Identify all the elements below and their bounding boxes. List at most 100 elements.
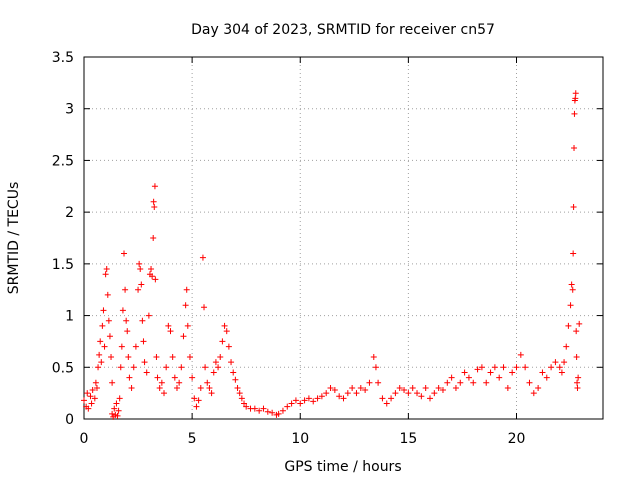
- data-point: [353, 390, 360, 397]
- data-point: [571, 110, 578, 117]
- data-point: [370, 353, 377, 360]
- data-point: [118, 343, 125, 350]
- data-point: [95, 364, 102, 371]
- data-point: [288, 400, 295, 407]
- data-point: [123, 317, 130, 324]
- y-tick-label: 3.5: [52, 50, 74, 66]
- data-point: [570, 203, 577, 210]
- data-point: [310, 398, 317, 405]
- data-point: [574, 379, 581, 386]
- data-point: [125, 353, 132, 360]
- axis-ticks: 0 0.5 1 1.5 2 2.5 3 3.5 0 5 10 15 20: [52, 50, 603, 447]
- data-point: [470, 379, 477, 386]
- data-point: [189, 374, 196, 381]
- data-points: [81, 90, 583, 420]
- data-point: [89, 387, 96, 394]
- data-point: [97, 338, 104, 345]
- data-point: [372, 364, 379, 371]
- data-point: [132, 343, 139, 350]
- x-tick-label: 0: [80, 431, 89, 447]
- data-point: [405, 390, 412, 397]
- data-point: [102, 271, 109, 278]
- data-point: [171, 374, 178, 381]
- data-point: [169, 353, 176, 360]
- data-point: [173, 384, 180, 391]
- data-point: [121, 250, 128, 257]
- data-point: [427, 395, 433, 402]
- data-point: [331, 387, 338, 394]
- data-point: [305, 395, 312, 402]
- data-point: [230, 369, 237, 376]
- data-point: [573, 328, 580, 335]
- data-point: [543, 374, 550, 381]
- data-point: [260, 405, 267, 412]
- data-point: [180, 333, 187, 340]
- data-point: [568, 281, 575, 288]
- data-point: [572, 95, 579, 102]
- data-point: [87, 393, 94, 400]
- y-tick-label: 1.5: [52, 257, 74, 273]
- data-point: [357, 384, 364, 391]
- data-point: [238, 395, 245, 402]
- data-point: [279, 407, 286, 414]
- x-tick-label: 15: [399, 431, 417, 447]
- data-point: [135, 286, 142, 293]
- data-point: [152, 276, 159, 283]
- data-point: [93, 384, 100, 391]
- x-tick-label: 20: [508, 431, 526, 447]
- y-tick-label: 3: [65, 102, 74, 118]
- data-point: [98, 359, 105, 366]
- data-point: [314, 395, 321, 402]
- data-point: [241, 400, 248, 407]
- data-point: [414, 390, 421, 397]
- data-point: [539, 369, 546, 376]
- data-point: [552, 359, 559, 366]
- data-point: [418, 393, 425, 400]
- data-point: [113, 400, 120, 407]
- y-tick-label: 2: [65, 205, 74, 221]
- data-point: [461, 369, 468, 376]
- y-tick-label: 0: [65, 412, 74, 428]
- data-point: [483, 379, 490, 386]
- chart-title: Day 304 of 2023, SRMTID for receiver cn5…: [191, 22, 495, 38]
- data-point: [379, 395, 386, 402]
- data-point: [88, 400, 95, 407]
- data-point: [165, 322, 172, 329]
- data-point: [232, 376, 239, 383]
- data-point: [256, 407, 263, 414]
- plot-frame: [83, 56, 604, 420]
- data-point: [487, 369, 494, 376]
- data-point: [201, 304, 208, 311]
- data-point: [150, 198, 157, 205]
- data-point: [567, 302, 574, 309]
- data-point: [269, 409, 276, 416]
- data-point: [183, 286, 190, 293]
- data-point: [178, 364, 185, 371]
- data-point: [204, 379, 211, 386]
- data-point: [284, 403, 291, 410]
- data-point: [243, 403, 250, 410]
- data-point: [122, 286, 129, 293]
- data-point: [478, 364, 485, 371]
- data-point: [148, 266, 155, 273]
- data-point: [150, 235, 157, 241]
- data-point: [225, 343, 232, 350]
- data-point: [106, 333, 113, 340]
- data-point: [575, 374, 582, 381]
- data-point: [137, 266, 144, 273]
- data-point: [85, 405, 92, 412]
- data-point: [176, 379, 183, 386]
- data-point: [323, 390, 330, 397]
- data-point: [517, 351, 524, 358]
- data-point: [109, 410, 116, 417]
- data-point: [236, 390, 243, 397]
- data-point: [199, 254, 206, 261]
- data-point: [366, 379, 373, 386]
- data-point: [193, 403, 200, 410]
- data-point: [301, 397, 308, 404]
- data-point: [548, 364, 555, 371]
- data-point: [396, 384, 403, 391]
- data-point: [92, 379, 99, 386]
- data-point: [210, 369, 217, 376]
